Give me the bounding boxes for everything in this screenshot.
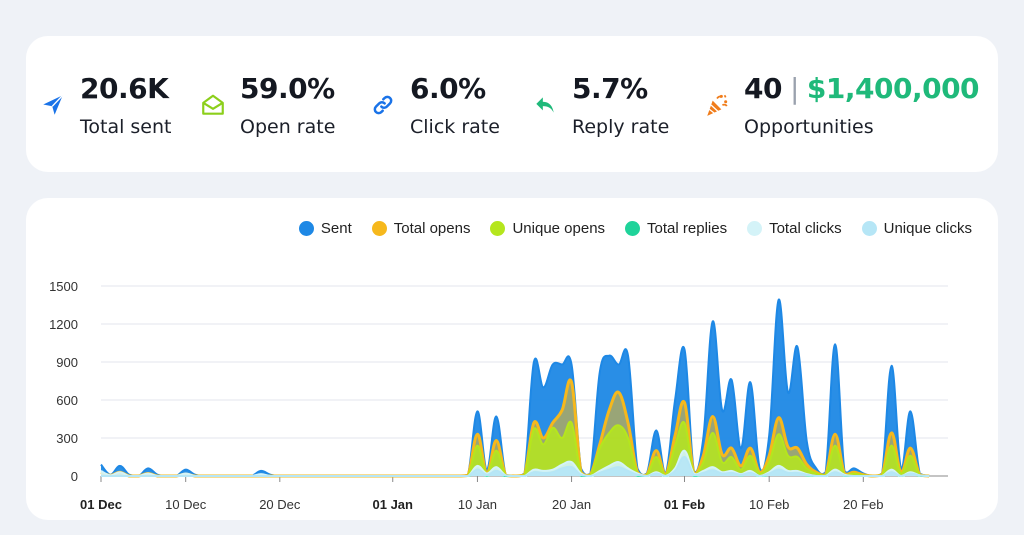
stat-value: 20.6K (80, 72, 169, 105)
y-tick-label: 600 (56, 393, 78, 408)
legend-label: Unique opens (512, 220, 606, 237)
y-tick-label: 0 (71, 469, 78, 484)
value-separator: | (789, 72, 799, 105)
legend-label: Unique clicks (883, 220, 972, 237)
chart-legend: Sent Total opens Unique opens Total repl… (298, 220, 972, 237)
series-area-sent (101, 299, 930, 476)
stats-summary-card: 20.6K Total sent 59.0% Open rate 6.0% Cl… (26, 36, 998, 172)
legend-item-unique-clicks[interactable]: Unique clicks (861, 220, 972, 237)
x-tick-label: 20 Jan (552, 497, 591, 512)
party-popper-icon (704, 92, 730, 118)
stat-label: Opportunities (744, 116, 874, 138)
legend-item-total-opens[interactable]: Total opens (371, 220, 471, 237)
legend-item-unique-opens[interactable]: Unique opens (490, 220, 605, 237)
area-chart: 1500 1200 900 600 300 001 Dec 10 Dec 20 Dec 01 J… (49, 279, 948, 512)
legend-item-total-clicks[interactable]: Total clicks (747, 220, 842, 237)
x-tick-label: 01 Feb (664, 497, 705, 512)
legend-dot (747, 221, 763, 236)
legend-dot (490, 221, 506, 236)
x-tick-label: 10 Jan (458, 497, 497, 512)
x-tick-label: 20 Feb (843, 497, 883, 512)
stat-label: Open rate (240, 116, 336, 138)
x-tick-label: 01 Dec (80, 497, 122, 512)
x-tick-label: 01 Jan (373, 497, 414, 512)
x-tick-label: 10 Dec (165, 497, 207, 512)
legend-dot (861, 221, 877, 236)
legend-item-total-replies[interactable]: Total replies (625, 220, 727, 237)
legend-item-sent[interactable]: Sent (298, 220, 352, 237)
legend-dot (625, 221, 641, 236)
activity-chart-card: Sent Total opens Unique opens Total repl… (26, 198, 998, 520)
stat-label: Click rate (410, 116, 500, 138)
series-line-unique-clicks (101, 456, 930, 478)
y-tick-label: 1500 (49, 279, 78, 294)
legend-dot (298, 221, 314, 236)
reply-icon (532, 92, 558, 118)
legend-dot (371, 221, 387, 236)
stat-value: 40 | $1,400,000 (744, 72, 980, 105)
opportunities-amount: $1,400,000 (806, 72, 980, 105)
paper-plane-icon (40, 92, 66, 118)
x-tick-label: 20 Dec (259, 497, 301, 512)
open-envelope-icon (200, 92, 226, 118)
x-tick-label: 10 Feb (749, 497, 789, 512)
legend-label: Total replies (647, 220, 728, 237)
stat-label: Total sent (80, 116, 172, 138)
y-tick-label: 900 (56, 355, 78, 370)
y-tick-label: 1200 (49, 317, 78, 332)
legend-label: Total clicks (769, 220, 842, 237)
stat-value: 59.0% (240, 72, 335, 105)
stat-value: 6.0% (410, 72, 486, 105)
legend-label: Sent (320, 220, 352, 237)
link-icon (370, 92, 396, 118)
legend-label: Total opens (393, 220, 471, 237)
y-tick-label: 300 (56, 431, 78, 446)
stat-label: Reply rate (572, 116, 670, 138)
opportunities-count: 40 (744, 72, 782, 105)
stat-value: 5.7% (572, 72, 648, 105)
